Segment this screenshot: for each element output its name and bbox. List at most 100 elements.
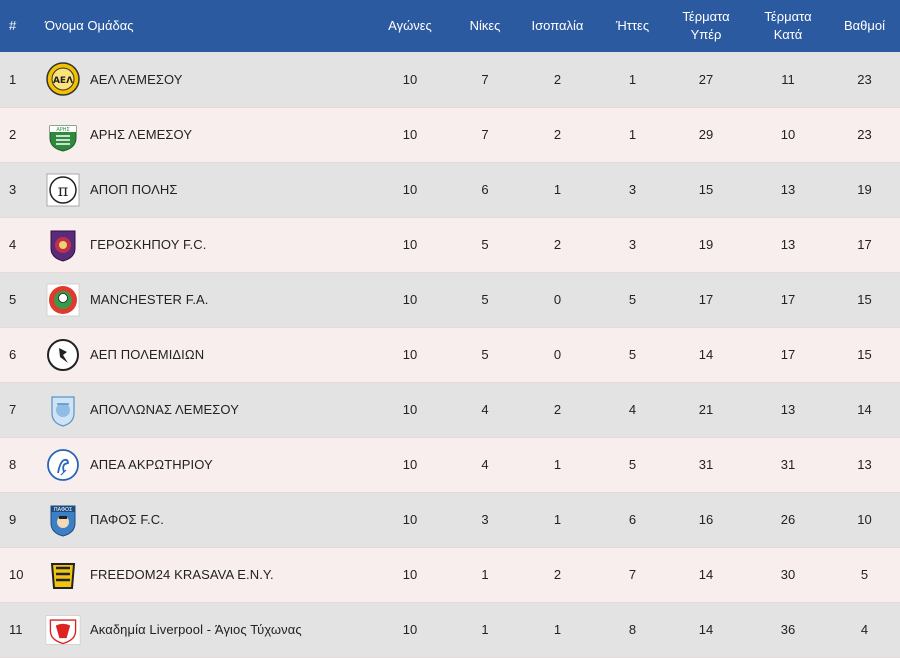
team-link[interactable]: FREEDOM24 KRASAVA E.N.Y. xyxy=(45,557,365,593)
row-team-cell[interactable]: ΓΕΡΟΣΚΗΠΟΥ F.C. xyxy=(45,217,365,273)
row-team-cell[interactable]: ΑΠΟΛΛΩΝΑΣ ΛΕΜΕΣΟΥ xyxy=(45,382,365,438)
row-team-cell[interactable]: ΑΠΕΑ ΑΚΡΩΤΗΡΙΟΥ xyxy=(45,437,365,493)
row-losses: 3 xyxy=(600,162,665,218)
row-draws: 2 xyxy=(515,107,600,163)
header-team-name[interactable]: Όνομα Ομάδας xyxy=(45,18,134,33)
row-goals-for: 15 xyxy=(665,162,747,218)
geroskipou-crest-icon[interactable] xyxy=(45,227,81,263)
row-team-cell[interactable]: ΑΕΛ ΑΕΛ ΛΕΜΕΣΟΥ xyxy=(45,52,365,108)
row-position: 2 xyxy=(0,107,45,163)
team-name[interactable]: MANCHESTER F.A. xyxy=(90,292,209,307)
manchester-crest-icon[interactable] xyxy=(45,282,81,318)
apop-crest-icon[interactable]: π xyxy=(45,172,81,208)
row-position: 3 xyxy=(0,162,45,218)
team-name[interactable]: ΓΕΡΟΣΚΗΠΟΥ F.C. xyxy=(90,237,207,252)
row-points: 13 xyxy=(829,437,900,493)
team-name[interactable]: ΑΠΟΠ ΠΟΛΗΣ xyxy=(90,182,178,197)
team-link[interactable]: ΑΠΕΑ ΑΚΡΩΤΗΡΙΟΥ xyxy=(45,447,365,483)
row-team-cell[interactable]: MANCHESTER F.A. xyxy=(45,272,365,328)
team-link[interactable]: ΑΡΗΣ ΑΡΗΣ ΛΕΜΕΣΟΥ xyxy=(45,117,365,153)
row-losses: 7 xyxy=(600,547,665,603)
header-position[interactable]: # xyxy=(9,18,17,33)
team-link[interactable]: Ακαδημία Liverpool - Άγιος Τύχωνας xyxy=(45,612,365,648)
header-draws[interactable]: Ισοπαλία xyxy=(531,18,584,33)
table-row[interactable]: 9 ΠΑΦΟΣ ΠΑΦΟΣ F.C. 10 3 1 6 16 26 10 xyxy=(0,492,900,548)
team-link[interactable]: MANCHESTER F.A. xyxy=(45,282,365,318)
row-team-cell[interactable]: ΑΕΠ ΠΟΛΕΜΙΔΙΩΝ xyxy=(45,327,365,383)
team-name[interactable]: ΑΕΛ ΛΕΜΕΣΟΥ xyxy=(90,71,183,87)
row-points: 23 xyxy=(829,52,900,108)
row-played: 10 xyxy=(365,437,455,493)
table-row[interactable]: 5 MANCHESTER F.A. 10 5 0 5 17 17 15 xyxy=(0,272,900,328)
row-goals-against: 17 xyxy=(747,272,829,328)
row-team-cell[interactable]: ΑΡΗΣ ΑΡΗΣ ΛΕΜΕΣΟΥ xyxy=(45,107,365,163)
header-points[interactable]: Βαθμοί xyxy=(843,18,886,33)
pafos-crest-icon[interactable]: ΠΑΦΟΣ xyxy=(45,502,81,538)
header-goals-against-line2: Κατά xyxy=(773,27,803,42)
row-draws: 0 xyxy=(515,327,600,383)
table-row[interactable]: 3 π ΑΠΟΠ ΠΟΛΗΣ 10 6 1 3 15 13 19 xyxy=(0,162,900,218)
team-link[interactable]: ΑΠΟΛΛΩΝΑΣ ΛΕΜΕΣΟΥ xyxy=(45,392,365,428)
team-name[interactable]: ΑΠΕΑ ΑΚΡΩΤΗΡΙΟΥ xyxy=(90,457,213,472)
header-goals-for-line1: Τέρματα xyxy=(682,9,730,24)
table-row[interactable]: 4 ΓΕΡΟΣΚΗΠΟΥ F.C. 10 5 2 3 19 13 17 xyxy=(0,217,900,273)
row-goals-for: 16 xyxy=(665,492,747,548)
team-link[interactable]: π ΑΠΟΠ ΠΟΛΗΣ xyxy=(45,172,365,208)
row-wins: 1 xyxy=(455,602,515,658)
freedom24-crest-icon[interactable] xyxy=(45,557,81,593)
team-link[interactable]: ΑΕΠ ΠΟΛΕΜΙΔΙΩΝ xyxy=(45,337,365,373)
table-row[interactable]: 6 ΑΕΠ ΠΟΛΕΜΙΔΙΩΝ 10 5 0 5 14 17 15 xyxy=(0,327,900,383)
row-draws: 2 xyxy=(515,217,600,273)
row-played: 10 xyxy=(365,492,455,548)
ael-crest-icon[interactable]: ΑΕΛ xyxy=(45,61,81,97)
row-goals-against: 26 xyxy=(747,492,829,548)
row-losses: 5 xyxy=(600,327,665,383)
svg-text:π: π xyxy=(58,181,69,200)
team-name[interactable]: ΠΑΦΟΣ F.C. xyxy=(90,512,164,527)
table-row[interactable]: 7 ΑΠΟΛΛΩΝΑΣ ΛΕΜΕΣΟΥ 10 4 2 4 21 13 14 xyxy=(0,382,900,438)
aep-crest-icon[interactable] xyxy=(45,337,81,373)
team-name[interactable]: FREEDOM24 KRASAVA E.N.Y. xyxy=(90,567,274,582)
apea-crest-icon[interactable] xyxy=(45,447,81,483)
row-wins: 5 xyxy=(455,272,515,328)
liverpool-academy-crest-icon[interactable] xyxy=(45,612,81,648)
header-goals-against-line1: Τέρματα xyxy=(764,9,812,24)
row-position: 5 xyxy=(0,272,45,328)
row-team-cell[interactable]: ΠΑΦΟΣ ΠΑΦΟΣ F.C. xyxy=(45,492,365,548)
table-row[interactable]: 8 ΑΠΕΑ ΑΚΡΩΤΗΡΙΟΥ 10 4 1 5 31 31 13 xyxy=(0,437,900,493)
row-points: 15 xyxy=(829,272,900,328)
row-wins: 5 xyxy=(455,217,515,273)
team-name[interactable]: ΑΕΠ ΠΟΛΕΜΙΔΙΩΝ xyxy=(90,347,205,362)
table-row[interactable]: 2 ΑΡΗΣ ΑΡΗΣ ΛΕΜΕΣΟΥ 10 7 2 1 29 10 23 xyxy=(0,107,900,163)
row-draws: 1 xyxy=(515,437,600,493)
table-row[interactable]: 11 Ακαδημία Liverpool - Άγιος Τύχωνας 10 1 1… xyxy=(0,602,900,658)
row-goals-against: 13 xyxy=(747,382,829,438)
team-link[interactable]: ΓΕΡΟΣΚΗΠΟΥ F.C. xyxy=(45,227,365,263)
team-name[interactable]: ΑΡΗΣ ΛΕΜΕΣΟΥ xyxy=(90,127,193,142)
header-played[interactable]: Αγώνες xyxy=(388,18,432,33)
header-goals-for[interactable]: Τέρματα Υπέρ xyxy=(665,0,747,52)
svg-text:ΑΡΗΣ: ΑΡΗΣ xyxy=(56,127,69,133)
header-goals-against[interactable]: Τέρματα Κατά xyxy=(747,0,829,52)
team-name[interactable]: ΑΠΟΛΛΩΝΑΣ ΛΕΜΕΣΟΥ xyxy=(90,402,239,417)
row-goals-against: 13 xyxy=(747,217,829,273)
team-link[interactable]: ΠΑΦΟΣ ΠΑΦΟΣ F.C. xyxy=(45,502,365,538)
row-played: 10 xyxy=(365,382,455,438)
aris-crest-icon[interactable]: ΑΡΗΣ xyxy=(45,117,81,153)
apollonas-crest-icon[interactable] xyxy=(45,392,81,428)
row-team-cell[interactable]: Ακαδημία Liverpool - Άγιος Τύχωνας xyxy=(45,602,365,658)
row-losses: 3 xyxy=(600,217,665,273)
row-team-cell[interactable]: π ΑΠΟΠ ΠΟΛΗΣ xyxy=(45,162,365,218)
row-losses: 1 xyxy=(600,52,665,108)
team-link[interactable]: ΑΕΛ ΑΕΛ ΛΕΜΕΣΟΥ xyxy=(45,61,365,97)
row-points: 14 xyxy=(829,382,900,438)
header-wins[interactable]: Νίκες xyxy=(469,18,501,33)
row-points: 23 xyxy=(829,107,900,163)
table-row[interactable]: 10 FREEDOM24 KRASAVA E.N.Y. 10 1 2 7 14 30 5 xyxy=(0,547,900,603)
row-team-cell[interactable]: FREEDOM24 KRASAVA E.N.Y. xyxy=(45,547,365,603)
row-draws: 1 xyxy=(515,162,600,218)
table-row[interactable]: 1 ΑΕΛ ΑΕΛ ΛΕΜΕΣΟΥ 10 7 2 1 27 11 23 xyxy=(0,52,900,108)
team-name[interactable]: Ακαδημία Liverpool - Άγιος Τύχωνας xyxy=(90,622,302,637)
header-losses[interactable]: Ήττες xyxy=(615,18,650,33)
